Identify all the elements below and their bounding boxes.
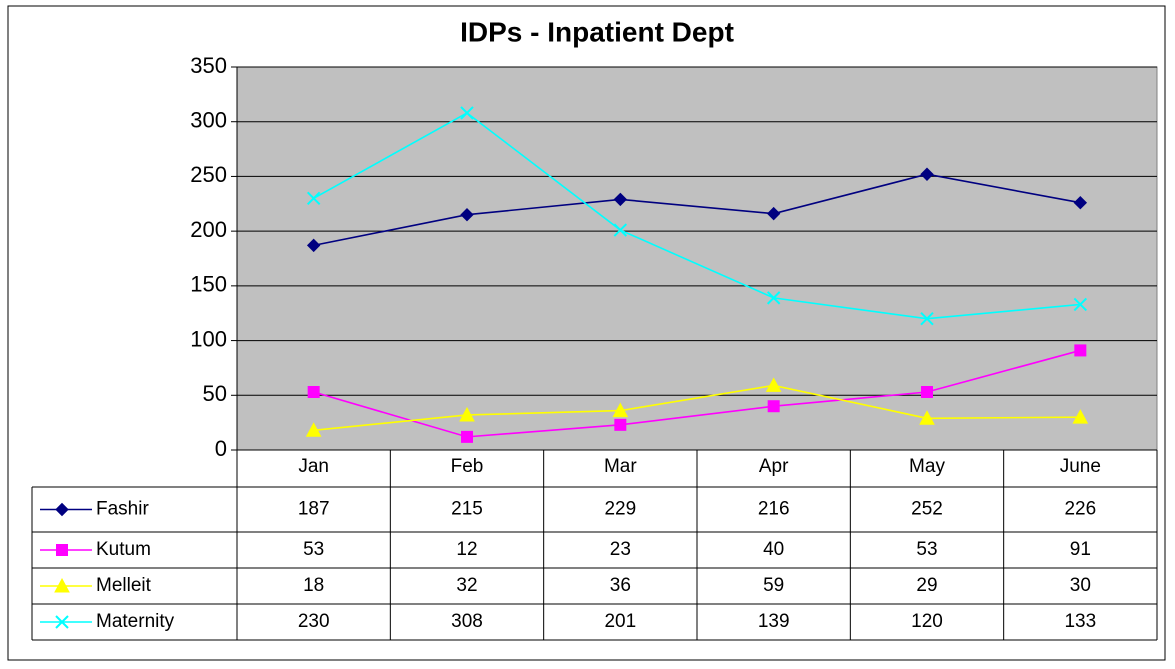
marker [1072, 409, 1089, 424]
table-value: 40 [763, 539, 784, 560]
x-tick-label: Jan [298, 456, 329, 477]
marker [460, 208, 474, 222]
marker [921, 386, 933, 399]
legend-label: Kutum [96, 539, 151, 560]
marker [55, 615, 69, 629]
y-tick-label: 300 [190, 108, 227, 133]
marker [766, 291, 781, 305]
marker [613, 223, 628, 237]
x-tick-label: May [909, 456, 945, 477]
marker [305, 422, 322, 437]
marker [765, 377, 782, 392]
table-value: 215 [451, 499, 483, 520]
marker [460, 106, 474, 120]
series-line [313, 384, 1081, 432]
table-value: 230 [298, 611, 330, 632]
table-value: 133 [1064, 611, 1096, 632]
marker [54, 577, 70, 593]
table-value: 12 [456, 539, 477, 560]
marker [767, 400, 780, 413]
table-value: 18 [303, 575, 324, 596]
y-tick-label: 350 [190, 53, 227, 78]
marker-stroke [55, 615, 69, 629]
marker [306, 191, 321, 206]
table-value: 308 [451, 611, 483, 632]
table-value: 91 [1070, 539, 1091, 560]
legend-label: Fashir [96, 499, 149, 520]
table-value: 53 [303, 539, 324, 560]
table-value: 226 [1064, 499, 1096, 520]
plot-area [236, 66, 1158, 451]
y-tick-label: 100 [190, 326, 227, 351]
table-value: 216 [758, 499, 790, 520]
marker-stroke [920, 311, 934, 326]
legend-label: Melleit [96, 575, 152, 596]
series-line [313, 349, 1081, 438]
marker-stroke [766, 291, 781, 305]
x-tick-label: June [1060, 456, 1101, 477]
marker-stroke [460, 106, 474, 120]
marker [920, 167, 934, 181]
marker [614, 418, 627, 431]
table-value: 32 [456, 575, 477, 596]
marker [56, 544, 68, 556]
table-value: 252 [911, 499, 943, 520]
marker [306, 238, 321, 253]
y-tick-label: 50 [203, 381, 227, 406]
marker [613, 192, 628, 207]
y-tick-label: 0 [215, 436, 227, 461]
y-tick-label: 200 [190, 217, 227, 242]
table-value: 23 [610, 539, 631, 560]
marker-stroke [1073, 297, 1088, 312]
table-value: 120 [911, 611, 943, 632]
table-value: 30 [1070, 575, 1091, 596]
series-line [313, 173, 1081, 247]
marker [55, 502, 69, 517]
table-value: 139 [758, 611, 790, 632]
table-value: 229 [604, 499, 636, 520]
y-tick-label: 250 [190, 162, 227, 187]
y-tick-label: 150 [190, 272, 227, 297]
marker-stroke [306, 191, 321, 206]
marker [920, 311, 934, 326]
marker [919, 410, 935, 425]
marker [1073, 297, 1088, 312]
table-value: 29 [916, 575, 937, 596]
marker [461, 430, 473, 443]
table-value: 187 [298, 499, 330, 520]
table-value: 201 [604, 611, 636, 632]
x-tick-label: Feb [451, 456, 484, 477]
marker [766, 206, 781, 221]
marker [459, 406, 475, 422]
chart-title: IDPs - Inpatient Dept [460, 16, 734, 47]
marker [1074, 344, 1087, 357]
x-tick-label: Mar [604, 456, 637, 477]
marker [1073, 195, 1088, 210]
x-tick-label: Apr [759, 456, 789, 477]
series-line [313, 112, 1081, 320]
marker-stroke [613, 223, 628, 237]
table-value: 59 [763, 575, 784, 596]
marker [612, 402, 629, 418]
table-value: 36 [610, 575, 631, 596]
table-value: 53 [916, 539, 937, 560]
marker [307, 386, 320, 399]
legend-label: Maternity [96, 611, 175, 632]
